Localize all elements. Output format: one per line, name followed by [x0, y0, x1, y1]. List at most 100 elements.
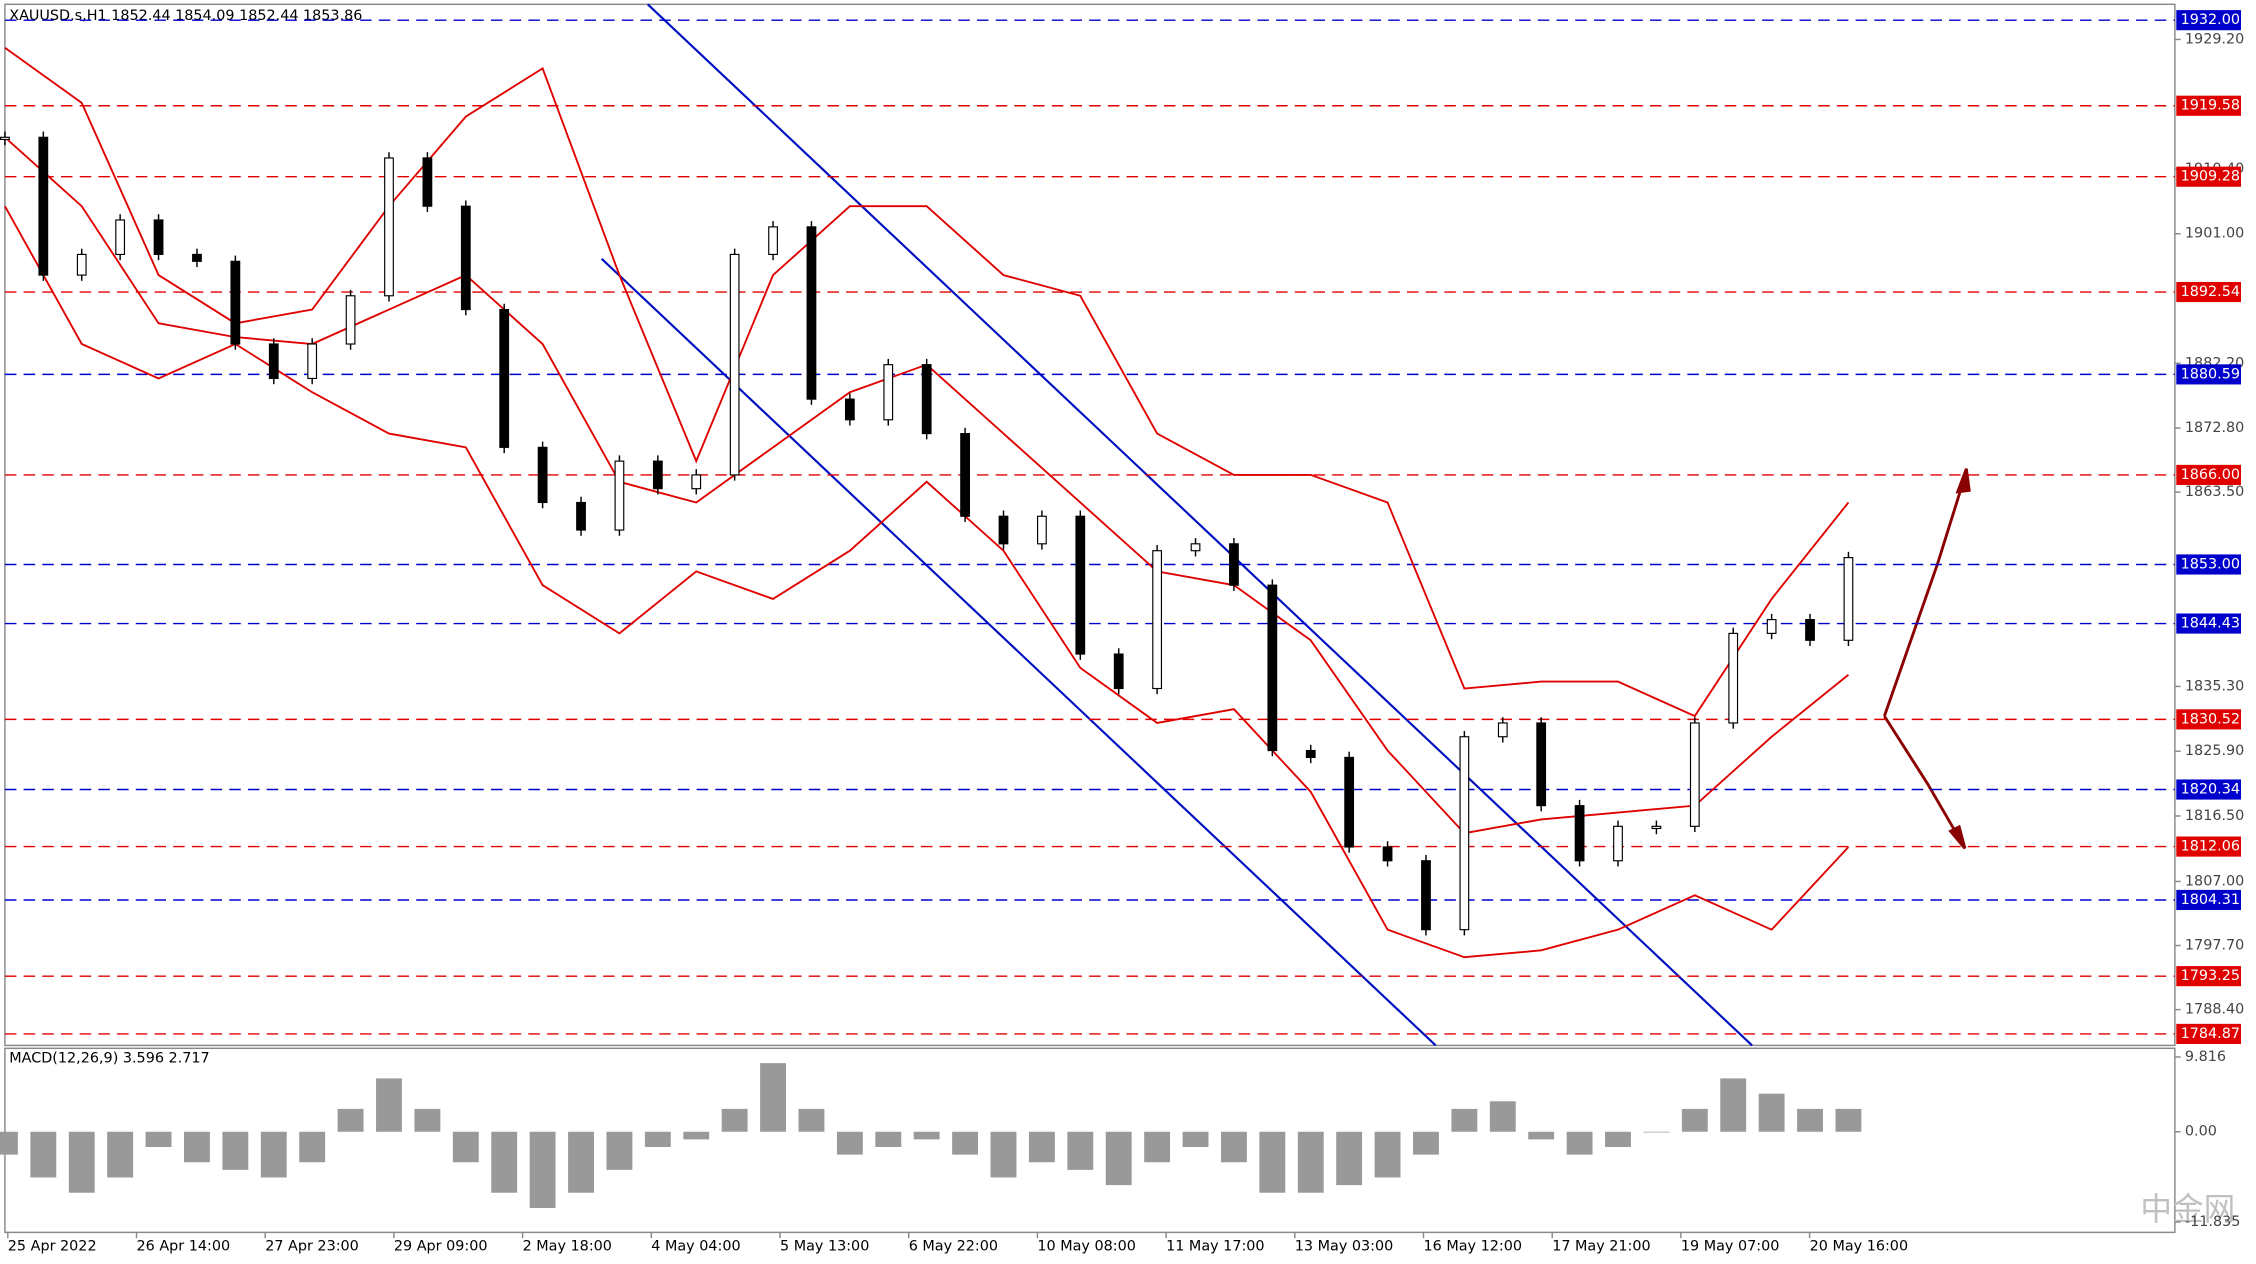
candle [1229, 543, 1239, 586]
candle [652, 460, 663, 490]
macd-bar [875, 1131, 902, 1148]
level-label: 1892.54 [2181, 284, 2240, 300]
candle [1613, 825, 1623, 862]
x-tick-label: 20 May 16:00 [1810, 1239, 1908, 1255]
candle [1037, 515, 1047, 545]
x-tick-label: 4 May 04:00 [651, 1239, 740, 1255]
y-tick-label: 1929.20 [2185, 31, 2244, 47]
macd-bar [798, 1108, 825, 1132]
candle [1152, 550, 1163, 690]
macd-bar [107, 1131, 134, 1178]
candle [1689, 722, 1700, 827]
candle [729, 253, 740, 476]
band-line [4, 46, 1850, 718]
candle [76, 253, 87, 276]
candle [1459, 736, 1470, 931]
level-label: 1880.59 [2181, 366, 2240, 382]
channel-line [600, 258, 1437, 1047]
y-tick-label: 1797.70 [2185, 938, 2244, 954]
level-label: 1793.25 [2181, 968, 2240, 984]
band-line [4, 205, 1850, 959]
macd-bar [952, 1131, 979, 1155]
candle [1075, 515, 1086, 655]
candle [921, 364, 932, 435]
level-tag [2176, 554, 2242, 575]
watermark: 中金网 [2140, 1192, 2235, 1228]
macd-bar [1067, 1131, 1094, 1170]
macd-bar [1374, 1131, 1401, 1178]
candle [1344, 756, 1355, 848]
level-tag [2176, 613, 2242, 634]
x-tick-label: 19 May 07:00 [1681, 1239, 1779, 1255]
level-tag [2176, 10, 2242, 31]
macd-bar [721, 1108, 748, 1132]
macd-bar [145, 1131, 172, 1148]
macd-bar [376, 1078, 402, 1132]
level-label: 1812.06 [2181, 839, 2240, 855]
candle [345, 295, 356, 345]
candle [38, 136, 49, 276]
macd-bar [452, 1131, 479, 1163]
candle [576, 501, 586, 531]
candle [115, 219, 126, 256]
level-label: 1932.00 [2181, 12, 2240, 28]
macd-bar [1413, 1131, 1439, 1155]
candle [883, 364, 894, 421]
candle [1382, 846, 1393, 862]
macd-bar [491, 1131, 518, 1193]
level-tag [2176, 281, 2242, 303]
level-label: 1853.00 [2181, 556, 2240, 572]
macd-bar [1297, 1131, 1324, 1193]
level-label: 1866.00 [2181, 467, 2240, 483]
macd-bar [222, 1131, 249, 1170]
candle [1536, 722, 1547, 807]
level-tag [2176, 1023, 2242, 1044]
level-label: 1804.31 [2181, 892, 2240, 908]
y-tick-label: 1835.30 [2185, 678, 2244, 694]
x-tick-label: 17 May 21:00 [1552, 1239, 1650, 1255]
level-tag [2176, 836, 2242, 857]
macd-bar [683, 1131, 710, 1140]
candle [1651, 825, 1662, 830]
macd-bar [1451, 1108, 1478, 1132]
macd-bar [760, 1063, 786, 1132]
level-tag [2176, 709, 2242, 730]
y-tick-label: 1825.90 [2185, 743, 2244, 759]
candle [1421, 860, 1431, 931]
candle [422, 157, 433, 207]
candle [1805, 619, 1815, 641]
macd-bar [1835, 1108, 1862, 1132]
candle [537, 446, 548, 504]
price-pane [4, 3, 2176, 1047]
macd-bar [1797, 1108, 1823, 1132]
candle [1574, 805, 1585, 862]
x-tick-label: 16 May 12:00 [1424, 1239, 1522, 1255]
candle [153, 219, 164, 256]
candle [307, 343, 318, 380]
candle [1497, 722, 1508, 738]
level-tag [2176, 364, 2242, 385]
macd-bar [299, 1131, 326, 1163]
macd-bar [0, 1131, 18, 1155]
candle [384, 157, 394, 297]
macd-bar [1681, 1108, 1708, 1132]
chart-title: XAUUSD.s,H1 1852.44 1854.09 1852.44 1853… [9, 8, 362, 24]
candle [1728, 632, 1739, 724]
macd-bar [529, 1131, 556, 1208]
candle [998, 515, 1009, 545]
forecast-arrows [1883, 468, 1971, 850]
x-tick-label: 25 Apr 2022 [8, 1239, 97, 1255]
macd-bar [260, 1131, 287, 1178]
channel-line [646, 3, 1753, 1047]
macd-tick-label: 0.00 [2185, 1124, 2217, 1140]
candle [1843, 557, 1854, 641]
candle [230, 260, 241, 345]
level-label: 1830.52 [2181, 711, 2240, 727]
y-tick-label: 1807.00 [2185, 873, 2244, 889]
macd-bar [1182, 1131, 1209, 1148]
macd-bar [414, 1108, 441, 1132]
level-tag [2176, 95, 2242, 116]
x-tick-label: 6 May 22:00 [909, 1239, 998, 1255]
